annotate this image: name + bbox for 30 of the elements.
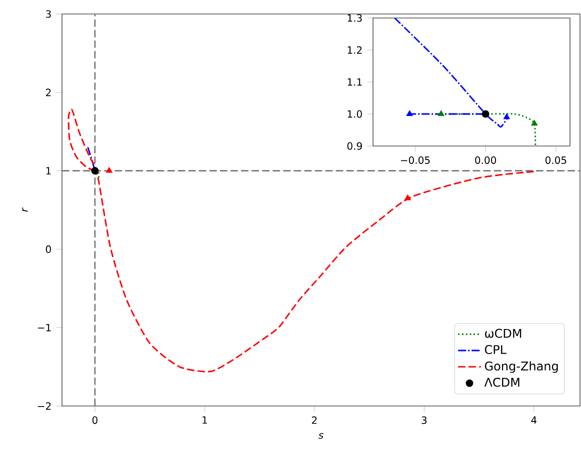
point	[438, 110, 444, 116]
x-tick-label: −0.05	[400, 156, 430, 164]
y-tick-label: 1.0	[348, 110, 362, 118]
x-tick-label: 0.05	[545, 156, 566, 164]
x-tick-label: 1	[202, 416, 207, 424]
legend-label: Gong-Zhang	[484, 361, 558, 373]
x-tick-label: 0.00	[475, 156, 496, 164]
point	[482, 110, 490, 118]
x-axis-title: s	[318, 433, 324, 439]
point	[531, 120, 538, 126]
y-tick-label: 0	[46, 245, 51, 253]
legend-label: CPL	[484, 345, 507, 354]
point	[406, 110, 413, 116]
x-tick-label: 2	[312, 416, 317, 424]
x-tick-label: 3	[422, 416, 427, 424]
y-tick-label: 1.2	[348, 46, 362, 54]
y-tick-label: 0.9	[347, 142, 362, 150]
y-tick-label: 3	[46, 10, 51, 18]
y-tick-label: 1	[46, 167, 51, 174]
y-tick-label: −2	[38, 402, 51, 410]
y-tick-label: 1.3	[348, 14, 362, 22]
legend-label: ωCDM	[485, 328, 522, 338]
y-tick-label: 1.1	[348, 78, 362, 86]
x-tick-label: 4	[531, 416, 537, 424]
y-tick-label: −1	[38, 324, 51, 332]
y-axis-title: r	[22, 207, 28, 212]
legend-label: ΛCDM	[484, 378, 520, 387]
y-tick-label: 2	[46, 88, 51, 96]
point	[503, 113, 510, 120]
x-tick-label: 0	[92, 416, 98, 424]
